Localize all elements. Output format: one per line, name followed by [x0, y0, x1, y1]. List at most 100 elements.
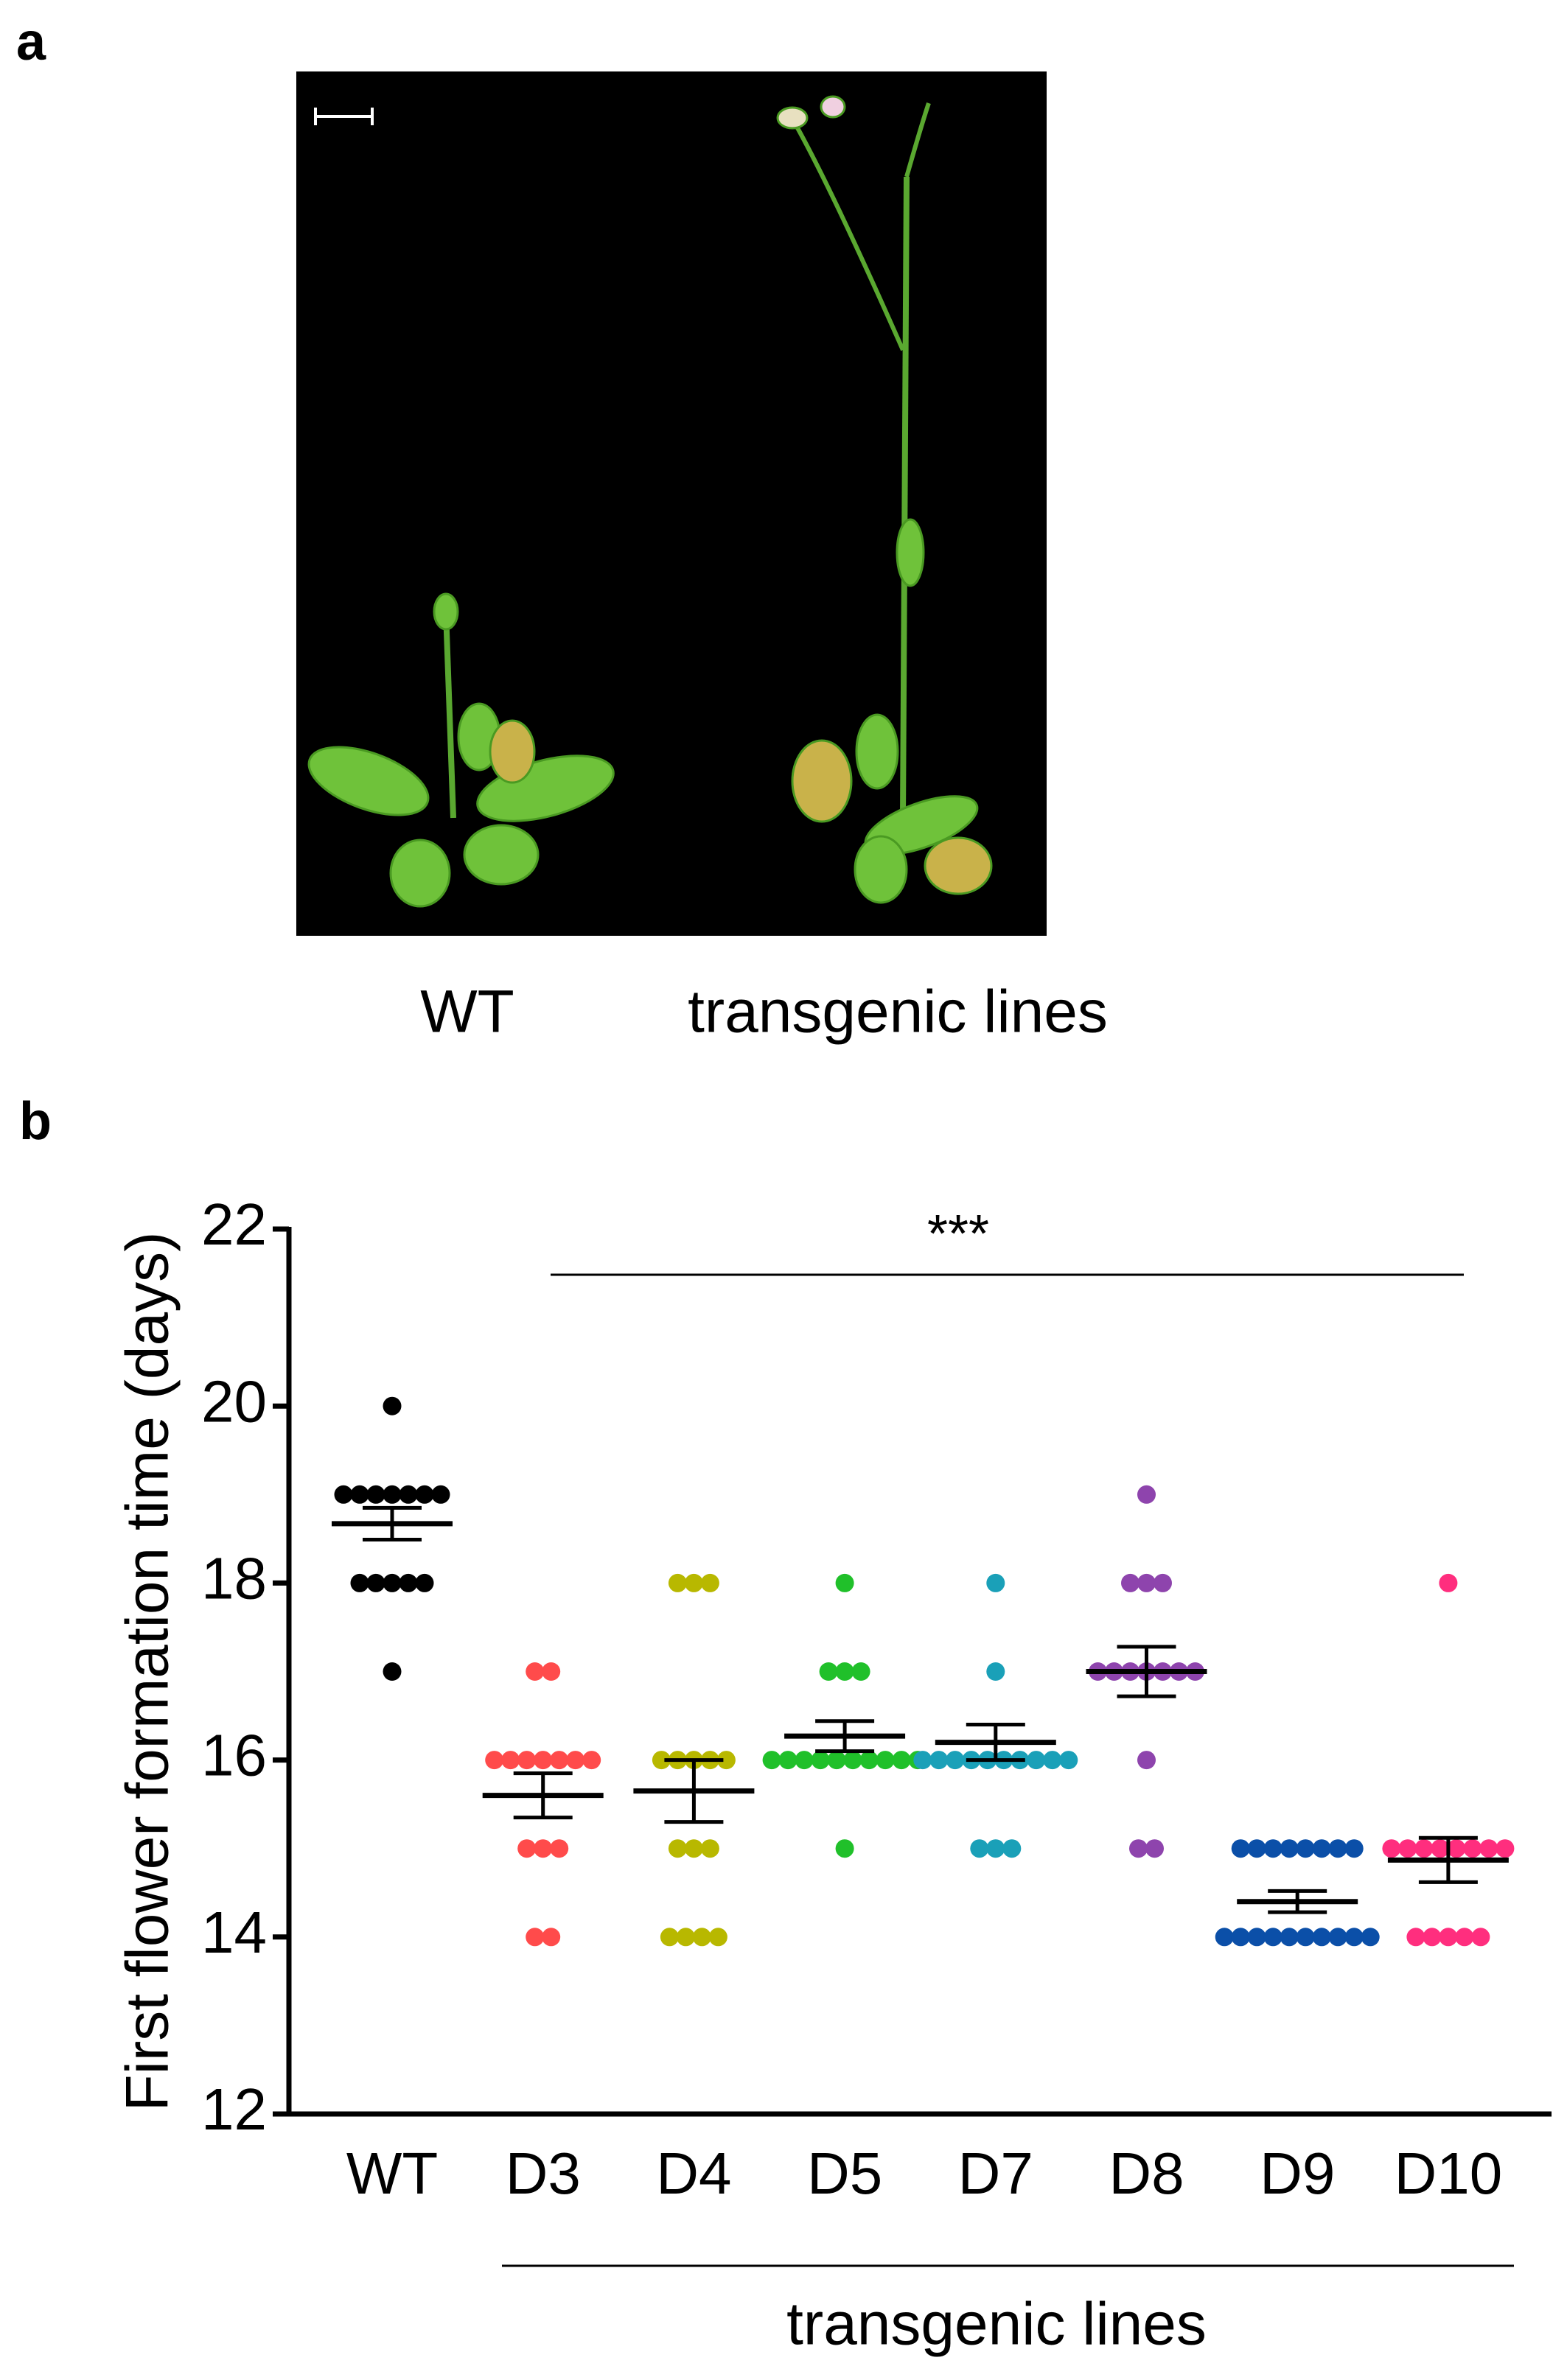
- data-point: [668, 1839, 687, 1858]
- y-axis-label: First flower formation time (days): [114, 1232, 181, 2112]
- data-point: [1479, 1839, 1498, 1858]
- data-point: [1328, 1928, 1347, 1947]
- data-point: [1215, 1928, 1234, 1947]
- data-point: [1439, 1928, 1458, 1947]
- data-point: [366, 1573, 385, 1592]
- data-point: [1059, 1751, 1078, 1770]
- data-point: [383, 1485, 402, 1504]
- data-point: [986, 1839, 1005, 1858]
- data-point: [843, 1751, 862, 1770]
- data-point: [1344, 1928, 1364, 1947]
- y-tick-label: 12: [201, 2076, 267, 2142]
- data-point: [946, 1751, 965, 1770]
- data-point: [1296, 1928, 1315, 1947]
- data-point: [859, 1751, 879, 1770]
- data-point: [550, 1839, 569, 1858]
- data-point: [526, 1928, 545, 1947]
- data-point: [399, 1485, 418, 1504]
- panel-label: b: [19, 1092, 52, 1151]
- data-point: [835, 1662, 854, 1681]
- data-point: [1137, 1485, 1156, 1504]
- data-point: [517, 1839, 537, 1858]
- x-tick-label: WT: [346, 2141, 438, 2206]
- data-point: [795, 1751, 814, 1770]
- data-point: [485, 1751, 504, 1770]
- data-point: [1496, 1839, 1515, 1858]
- data-point: [399, 1573, 418, 1592]
- data-point: [684, 1573, 703, 1592]
- y-tick-label: 16: [201, 1723, 267, 1788]
- y-tick-label: 22: [201, 1191, 267, 1257]
- data-point: [526, 1662, 545, 1681]
- x-tick-label: D5: [807, 2141, 882, 2206]
- data-point: [708, 1928, 727, 1947]
- data-point: [668, 1573, 687, 1592]
- annotation: ***: [927, 1205, 989, 1264]
- x-tick-label: D8: [1109, 2141, 1184, 2206]
- data-point: [827, 1751, 846, 1770]
- data-point: [550, 1751, 569, 1770]
- data-point: [1312, 1839, 1331, 1858]
- panel-label: a: [16, 13, 46, 71]
- data-point: [501, 1751, 520, 1770]
- data-point: [1137, 1573, 1156, 1592]
- data-point: [350, 1573, 369, 1592]
- data-point: [652, 1751, 671, 1770]
- photo-label: WT: [420, 979, 514, 1046]
- data-point: [684, 1839, 703, 1858]
- data-point: [1247, 1928, 1266, 1947]
- data-point: [366, 1485, 385, 1504]
- x-tick-label: D7: [958, 2141, 1033, 2206]
- data-point: [334, 1485, 353, 1504]
- data-point: [929, 1751, 949, 1770]
- data-point: [1414, 1839, 1434, 1858]
- data-point: [1027, 1751, 1046, 1770]
- data-point: [676, 1928, 695, 1947]
- photo-label: transgenic lines: [688, 979, 1108, 1046]
- data-point: [892, 1751, 911, 1770]
- data-point: [716, 1751, 736, 1770]
- data-point: [778, 1751, 798, 1770]
- plant-photo: [296, 71, 1047, 936]
- data-point: [1455, 1928, 1474, 1947]
- data-point: [1043, 1751, 1062, 1770]
- data-point: [1145, 1839, 1164, 1858]
- data-point: [660, 1928, 679, 1947]
- data-point: [692, 1928, 711, 1947]
- data-point: [1447, 1839, 1466, 1858]
- data-point: [1280, 1928, 1299, 1947]
- data-point: [1361, 1928, 1380, 1947]
- data-point: [1312, 1928, 1331, 1947]
- x-tick-label: D10: [1395, 2141, 1503, 2206]
- data-point: [1471, 1928, 1490, 1947]
- x-axis-label: transgenic lines: [786, 2291, 1207, 2358]
- data-point: [383, 1573, 402, 1592]
- data-point: [913, 1751, 932, 1770]
- data-point: [986, 1662, 1005, 1681]
- x-tick-label: D9: [1260, 2141, 1335, 2206]
- dot-chart: 12 14 16 18 20 22 First flower formation time …: [114, 1191, 1552, 2358]
- data-point: [1406, 1928, 1425, 1947]
- data-point: [383, 1396, 402, 1415]
- data-point: [1247, 1839, 1266, 1858]
- data-point: [851, 1662, 870, 1681]
- data-point: [819, 1662, 838, 1681]
- data-point: [1231, 1839, 1250, 1858]
- data-point: [582, 1751, 601, 1770]
- x-tick-label: D4: [656, 2141, 731, 2206]
- data-point: [566, 1751, 585, 1770]
- y-tick-label: 20: [201, 1368, 267, 1434]
- data-point: [383, 1662, 402, 1681]
- data-point: [1296, 1839, 1315, 1858]
- data-point: [835, 1839, 854, 1858]
- data-point: [1121, 1573, 1140, 1592]
- data-point: [1002, 1839, 1022, 1858]
- data-point: [1154, 1573, 1172, 1592]
- data-point: [762, 1751, 781, 1770]
- data-point: [1398, 1839, 1417, 1858]
- y-tick-label: 18: [201, 1546, 267, 1611]
- y-tick-label: 14: [201, 1900, 267, 1965]
- data-point: [1263, 1839, 1282, 1858]
- data-point: [1231, 1928, 1250, 1947]
